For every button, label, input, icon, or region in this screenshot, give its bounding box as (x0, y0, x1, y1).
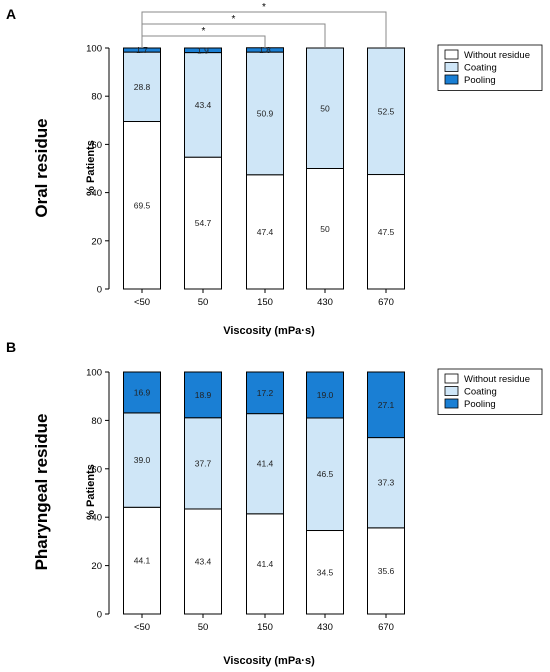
bar-segment (184, 371, 222, 419)
legend-label: Pooling (464, 75, 496, 86)
legend-swatch (444, 398, 459, 409)
data-label: 47.5 (378, 227, 395, 237)
bar-segment (306, 47, 344, 169)
legend-label: Without residue (464, 374, 530, 385)
y-tick-label: 60 (91, 464, 102, 475)
bar-segment (306, 417, 344, 532)
bar-segment (184, 52, 222, 158)
data-label: 46.5 (317, 469, 334, 479)
data-label: 44.1 (134, 556, 151, 566)
bar-segment (184, 47, 222, 54)
y-axis-title-b: % Patients (85, 464, 97, 520)
bar-segment (123, 412, 161, 508)
data-label: 19.0 (317, 390, 334, 400)
data-label: 1.8 (259, 45, 271, 55)
data-label: 39.0 (134, 455, 151, 465)
panel-letter-a: A (6, 6, 16, 22)
x-tick-label: 430 (317, 297, 333, 308)
bar-segment (246, 371, 284, 415)
x-tick-label: 50 (198, 297, 209, 308)
legend-label: Pooling (464, 399, 496, 410)
bar-segment (306, 168, 344, 290)
y-tick-label: 80 (91, 92, 102, 103)
x-axis-title-b: Viscosity (mPa·s) (223, 655, 315, 667)
side-label-b: Pharyngeal residue (32, 414, 51, 571)
data-label: 37.7 (195, 458, 212, 468)
y-axis-title-a: % Patients (85, 140, 97, 196)
bar-segment (367, 371, 405, 439)
data-label: 50 (320, 224, 330, 234)
data-label: 69.5 (134, 200, 151, 210)
data-label: 50.9 (257, 108, 274, 118)
data-label: 41.4 (257, 459, 274, 469)
x-axis-title-a: Viscosity (mPa·s) (223, 325, 315, 337)
bar-segment (184, 417, 222, 510)
y-tick-label: 0 (97, 285, 102, 296)
x-tick-label: 670 (378, 297, 394, 308)
legend-swatch (444, 62, 459, 72)
data-label: 47.4 (257, 227, 274, 237)
significance-star: * (232, 14, 236, 25)
bar-segment (184, 508, 222, 615)
data-label: 43.4 (195, 556, 212, 566)
bar-segment (306, 371, 344, 419)
y-tick-label: 40 (91, 513, 102, 524)
side-label-a: Oral residue (32, 118, 51, 217)
data-label: 50 (320, 103, 330, 113)
y-tick-label: 40 (91, 188, 102, 199)
legend-swatch (444, 49, 459, 60)
x-tick-label: 430 (317, 622, 333, 633)
legend-swatch (444, 74, 459, 85)
bar-segment (123, 371, 161, 414)
legend-label: Coating (464, 387, 497, 398)
data-label: 34.5 (317, 567, 334, 577)
y-tick-label: 100 (86, 368, 102, 379)
legend-swatch (444, 373, 459, 384)
legend-label: Coating (464, 63, 497, 74)
x-tick-label: 150 (257, 297, 273, 308)
data-label: 35.6 (378, 566, 395, 576)
data-label: 1.7 (136, 45, 148, 55)
data-label: 41.4 (257, 559, 274, 569)
x-tick-label: <50 (134, 622, 150, 633)
chart-panel-b: 0 20 40 60 80 100 44.1 39.0 16.9 <50 43.4 37.7 18.9 5… (86, 368, 543, 633)
bar-segment (367, 47, 405, 176)
bar-segment (123, 51, 161, 123)
data-label: 28.8 (134, 82, 151, 92)
data-label: 37.3 (378, 478, 395, 488)
bar-segment (367, 174, 405, 290)
x-tick-label: 50 (198, 622, 209, 633)
significance-star: * (262, 2, 266, 13)
data-label: 27.1 (378, 400, 395, 410)
x-tick-label: 150 (257, 622, 273, 633)
bar-segment (246, 413, 284, 515)
y-tick-label: 0 (97, 610, 102, 621)
panel-letter-b: B (6, 339, 16, 355)
x-tick-label: <50 (134, 297, 150, 308)
data-label: 1.9 (197, 45, 209, 55)
data-label: 43.4 (195, 100, 212, 110)
bar-segment (123, 121, 161, 290)
significance-star: * (202, 26, 206, 37)
data-label: 54.7 (195, 218, 212, 228)
legend-label: Without residue (464, 50, 530, 61)
y-tick-label: 80 (91, 416, 102, 427)
legend-swatch (444, 386, 459, 396)
y-tick-label: 20 (91, 561, 102, 572)
data-label: 17.2 (257, 388, 274, 398)
data-label: 16.9 (134, 387, 151, 397)
x-tick-label: 670 (378, 622, 394, 633)
bar-segment (246, 51, 284, 176)
y-tick-label: 60 (91, 140, 102, 151)
y-tick-label: 20 (91, 236, 102, 247)
data-label: 18.9 (195, 390, 212, 400)
y-tick-label: 100 (86, 44, 102, 55)
data-label: 52.5 (378, 106, 395, 116)
significance-bracket (141, 11, 387, 48)
bar-segment (123, 506, 161, 615)
bar-segment (246, 174, 284, 290)
chart-panel-a: 0 20 40 60 80 100 69.5 28.8 1.7 <50 54.7 43.4 1.9 50 4… (86, 2, 543, 308)
